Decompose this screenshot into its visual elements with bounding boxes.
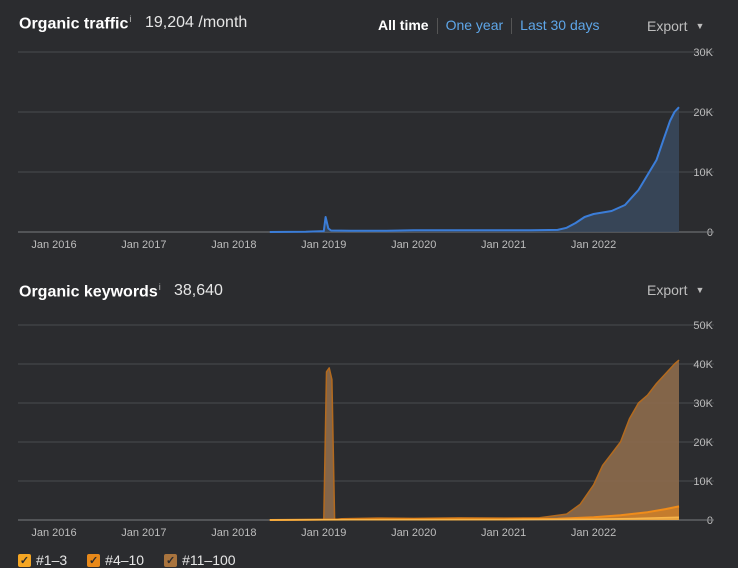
x-tick-label: Jan 2019 (301, 527, 346, 539)
traffic-value: 19,204 /month (145, 14, 248, 31)
keywords-legend: ✓ #1–3 ✓ #4–10 ✓ #11–100 (18, 552, 256, 568)
series-1-3-line (269, 516, 680, 521)
legend-label: #4–10 (105, 552, 145, 568)
keywords-export-label: Export (647, 282, 688, 298)
tab-last-30-days[interactable]: Last 30 days (520, 17, 600, 33)
tab-all-time[interactable]: All time (378, 17, 429, 33)
x-tick-label: Jan 2020 (391, 239, 436, 251)
x-tick-label: Jan 2019 (301, 239, 346, 251)
x-tick-label: Jan 2021 (481, 527, 526, 539)
legend-label: #1–3 (36, 552, 68, 568)
x-tick-label: Jan 2021 (481, 239, 526, 251)
legend-label: #11–100 (182, 552, 236, 568)
traffic-series-line (269, 106, 680, 233)
traffic-series-area (269, 107, 679, 232)
y-tick-label: 40K (693, 359, 713, 371)
y-tick-label: 0 (707, 227, 713, 239)
y-tick-label: 0 (707, 515, 713, 527)
chevron-down-icon: ▼ (695, 21, 705, 31)
traffic-export-label: Export (647, 18, 688, 34)
checkbox-icon: ✓ (18, 553, 31, 567)
x-tick-label: Jan 2016 (31, 239, 76, 251)
x-tick-label: Jan 2020 (391, 527, 436, 539)
y-tick-label: 10K (693, 476, 713, 488)
tab-divider (436, 18, 438, 34)
y-tick-label: 30K (693, 398, 713, 410)
x-tick-label: Jan 2017 (121, 527, 166, 539)
y-tick-label: 10K (693, 167, 713, 179)
x-tick-label: Jan 2018 (211, 527, 256, 539)
chevron-down-icon: ▼ (695, 285, 705, 295)
x-tick-label: Jan 2016 (31, 527, 76, 539)
keywords-title: Organic keywordsi (19, 282, 161, 301)
y-tick-label: 20K (693, 437, 713, 449)
legend-item-11-100[interactable]: ✓ #11–100 (164, 552, 236, 568)
series-11-100-area (269, 360, 679, 520)
series-11-100-line (269, 359, 680, 521)
x-tick-label: Jan 2022 (571, 527, 616, 539)
keywords-value: 38,640 (174, 282, 223, 299)
x-tick-label: Jan 2017 (121, 239, 166, 251)
checkbox-icon: ✓ (87, 553, 101, 567)
y-tick-label: 30K (693, 47, 713, 59)
traffic-title-text: Organic traffic (19, 15, 129, 33)
x-tick-label: Jan 2022 (571, 239, 616, 251)
keywords-info-icon[interactable]: i (158, 282, 161, 292)
traffic-export-button[interactable]: Export ▼ (647, 18, 704, 34)
checkbox-icon: ✓ (164, 553, 178, 567)
tab-divider (511, 18, 513, 34)
keywords-title-text: Organic keywords (19, 283, 158, 301)
range-tabs: All time One year Last 30 days (370, 17, 608, 34)
x-tick-label: Jan 2018 (211, 239, 256, 251)
y-tick-label: 20K (693, 107, 713, 119)
keywords-chart: 0 10K 20K 30K 40K 50K Jan 2016 Jan 2017 Jan 2018… (18, 320, 714, 539)
traffic-info-icon[interactable]: i (129, 14, 132, 24)
y-tick-label: 50K (693, 320, 713, 332)
tab-one-year[interactable]: One year (445, 17, 504, 33)
keywords-export-button[interactable]: Export ▼ (647, 282, 704, 298)
traffic-title: Organic traffici (19, 14, 131, 33)
legend-item-4-10[interactable]: ✓ #4–10 (87, 552, 144, 568)
traffic-chart: 0 10K 20K 30K Jan 2016 Jan 2017 Jan 2018 Jan 20… (18, 47, 714, 251)
legend-item-1-3[interactable]: ✓ #1–3 (18, 552, 67, 568)
